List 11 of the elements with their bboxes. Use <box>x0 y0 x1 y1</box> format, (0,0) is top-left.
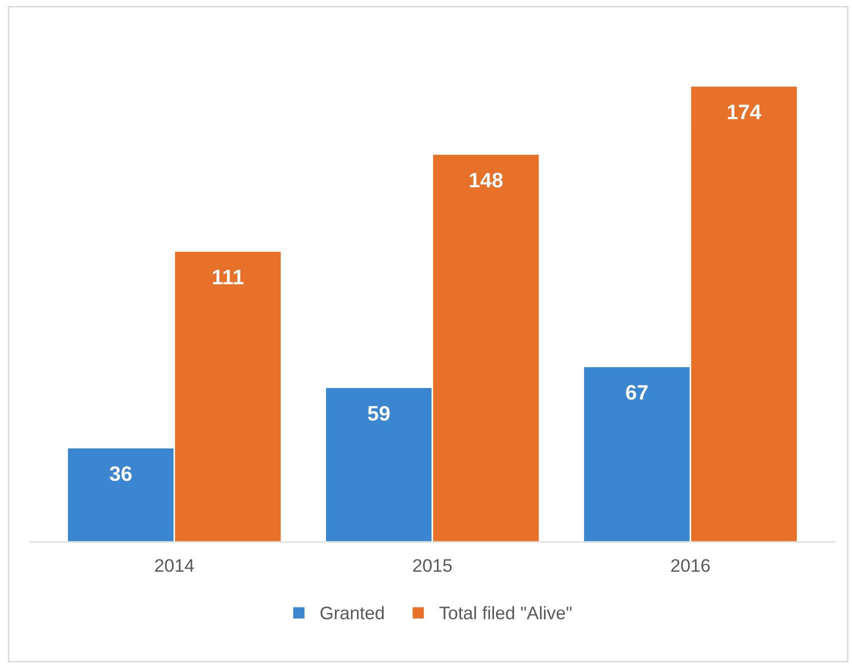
data-label: 59 <box>368 406 390 421</box>
data-label: 174 <box>728 104 762 120</box>
x-tick-label: 2014 <box>155 559 194 572</box>
data-label: 111 <box>212 270 244 284</box>
data-label: 67 <box>626 385 648 400</box>
data-label: 36 <box>110 466 132 482</box>
data-label: 148 <box>470 172 503 188</box>
legend-label: Total filed "Alive" <box>439 606 572 620</box>
legend-label: Granted <box>320 606 384 620</box>
x-tick-label: 2016 <box>671 559 710 572</box>
x-tick-label: 2015 <box>413 559 452 572</box>
